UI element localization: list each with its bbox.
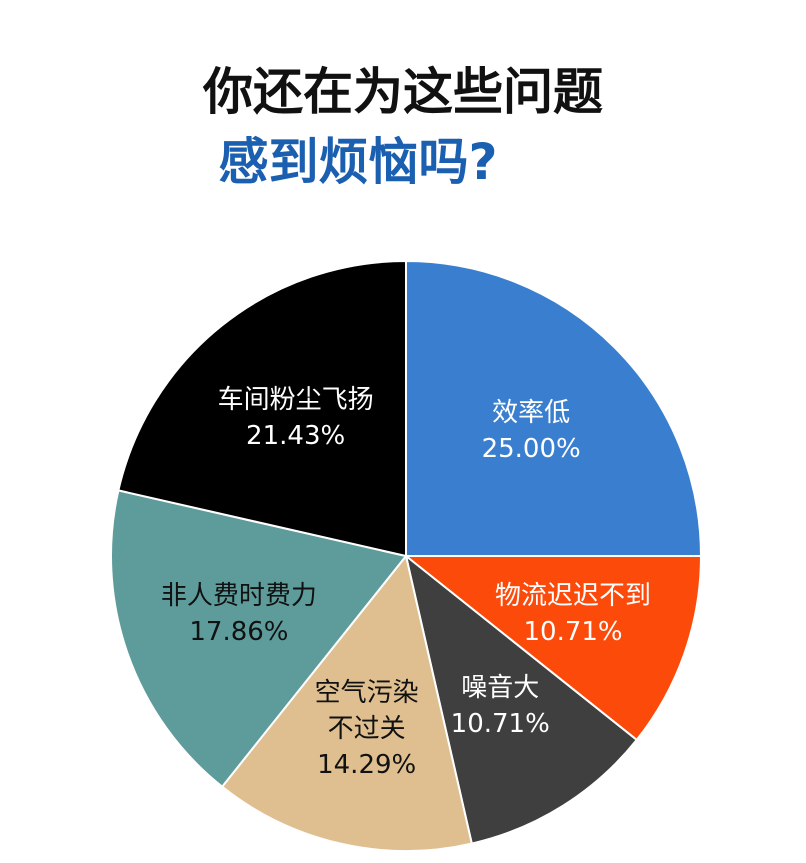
slice-label: 车间粉尘飞扬 21.43%: [218, 382, 374, 454]
value-label: 10.71%: [450, 708, 550, 739]
chart-subtitle: 感到烦恼吗?: [218, 133, 498, 191]
chart-title: 你还在为这些问题: [203, 63, 603, 121]
pie-slice: [110, 489, 408, 789]
slice-label: 噪音大 10.71%: [451, 670, 550, 742]
pie-slice: [220, 553, 473, 852]
value-label: 10.71%: [523, 617, 623, 648]
category-label: 噪音大: [461, 672, 540, 703]
slice-label: 空气污染不过关 14.29%: [313, 675, 421, 783]
value-label: 21.43%: [246, 420, 346, 451]
slice-label: 物流迟迟不到 10.71%: [495, 578, 651, 650]
category-label: 物流迟迟不到: [495, 581, 652, 612]
category-label: 非人费时费力: [160, 581, 317, 612]
value-label: 25.00%: [481, 433, 581, 464]
slice-label: 效率低 25.00%: [482, 395, 581, 467]
category-label: 车间粉尘飞扬: [217, 384, 374, 415]
category-label: 效率低: [492, 397, 571, 428]
value-label: 17.86%: [189, 617, 289, 648]
pie-slice: [404, 553, 639, 845]
pie-slice: [117, 259, 407, 558]
value-label: 14.29%: [317, 749, 417, 780]
category-label: 空气污染不过关: [314, 677, 419, 744]
pie-slice: [405, 259, 703, 557]
slice-label: 非人费时费力 17.86%: [161, 578, 317, 650]
pie-slice: [403, 555, 703, 742]
